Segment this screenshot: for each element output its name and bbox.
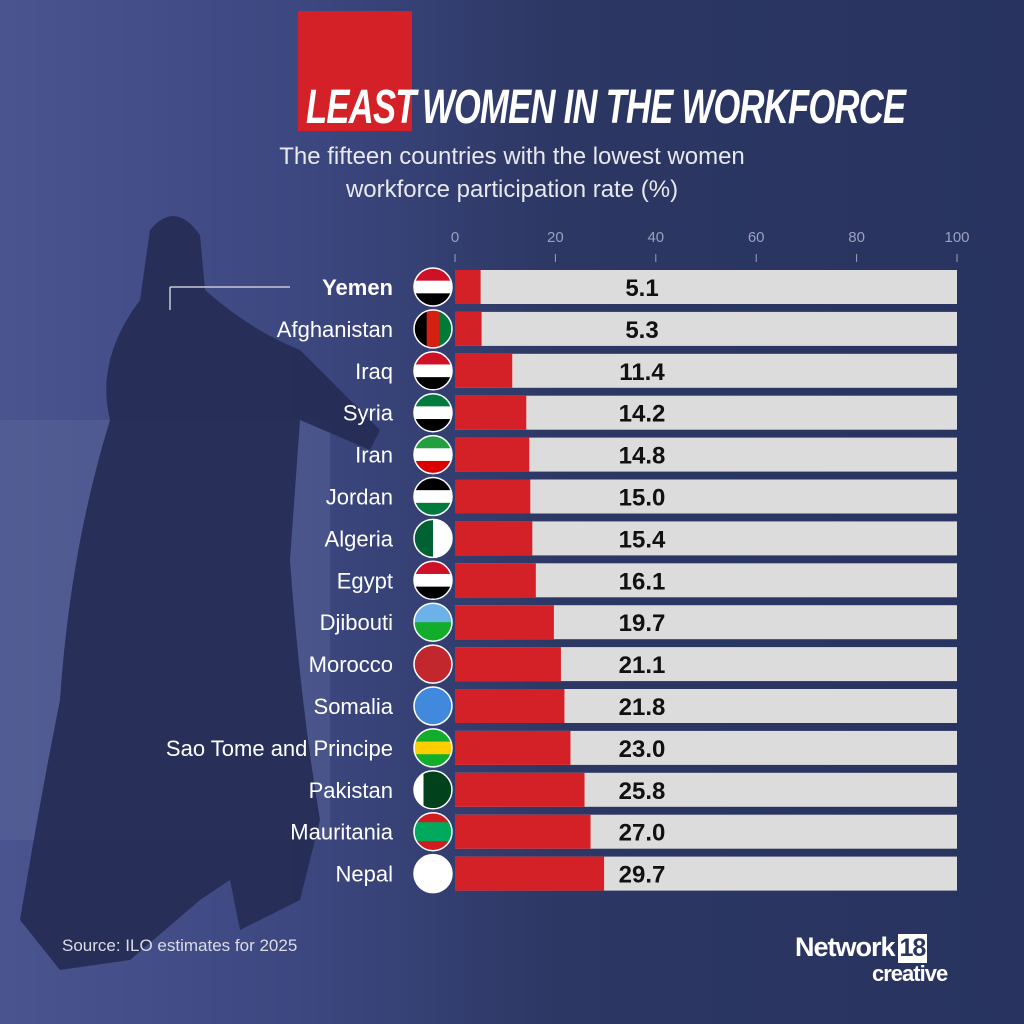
- title-highlight: LEAST: [306, 81, 416, 134]
- bar-row: Nepal 29.7: [336, 853, 957, 894]
- category-label: Mauritania: [290, 820, 393, 845]
- mauritania-flag-icon: [414, 812, 452, 851]
- bar-row: Sao Tome and Principe 23.0: [166, 728, 957, 768]
- bar: [455, 605, 554, 640]
- bar-row: Djibouti 19.7: [320, 602, 957, 642]
- category-label: Iraq: [355, 359, 393, 384]
- bar-track: [455, 479, 957, 514]
- bar: [455, 856, 605, 891]
- bar: [455, 772, 585, 807]
- value-label: 21.8: [619, 694, 666, 721]
- bar: [455, 814, 591, 849]
- value-label: 21.1: [619, 652, 666, 679]
- value-label: 15.4: [619, 526, 666, 553]
- value-label: 19.7: [619, 610, 666, 637]
- bar-row: Jordan 15.0: [326, 476, 957, 517]
- value-label: 14.2: [619, 401, 666, 428]
- x-tick-label: 20: [547, 229, 564, 246]
- value-label: 23.0: [619, 736, 666, 763]
- category-label: Nepal: [336, 862, 393, 887]
- logo-number: 18: [897, 934, 928, 963]
- subtitle-line2: workforce participation rate (%): [345, 176, 679, 203]
- bar-track: [455, 521, 957, 556]
- value-label: 16.1: [619, 568, 666, 595]
- value-label: 25.8: [619, 778, 666, 805]
- pakistan-flag-icon: [414, 770, 452, 809]
- value-label: 27.0: [619, 820, 666, 847]
- bar: [455, 437, 530, 472]
- bar-row: Afghanistan 5.3: [277, 309, 957, 349]
- bar-track: [455, 270, 957, 304]
- bar-row: Mauritania 27.0: [290, 811, 957, 852]
- x-tick-label: 100: [944, 229, 969, 246]
- category-label: Afghanistan: [277, 317, 393, 342]
- bar-row: Syria 14.2: [343, 392, 957, 433]
- category-label: Djibouti: [320, 610, 393, 635]
- bar: [455, 311, 482, 346]
- subtitle-line1: The fifteen countries with the lowest wo…: [279, 143, 745, 170]
- category-label: Jordan: [326, 485, 393, 510]
- bar-row: Pakistan 25.8: [309, 770, 957, 810]
- value-label: 14.8: [619, 443, 666, 470]
- category-label: Pakistan: [309, 778, 393, 803]
- bar: [455, 647, 561, 682]
- network18-logo: Network 18 creative: [795, 932, 948, 986]
- x-tick-label: 40: [647, 229, 664, 246]
- category-label: Sao Tome and Principe: [166, 736, 393, 761]
- djibouti-flag-icon: [414, 603, 452, 642]
- value-label: 5.1: [625, 275, 658, 302]
- bar-track: [455, 353, 957, 388]
- value-label: 5.3: [625, 317, 658, 344]
- category-label: Egypt: [337, 568, 393, 593]
- category-label: Yemen: [322, 275, 393, 300]
- source-note: Source: ILO estimates for 2025: [62, 936, 298, 955]
- bar: [455, 270, 481, 304]
- bar-row: Somalia 21.8: [314, 686, 957, 726]
- category-label: Syria: [343, 401, 394, 426]
- bar-row: Morocco 21.1: [309, 644, 957, 684]
- bar-track: [455, 311, 957, 346]
- bar-track: [455, 563, 957, 598]
- bar-row: Algeria 15.4: [325, 518, 957, 559]
- value-label: 29.7: [619, 862, 666, 889]
- bar-track: [455, 437, 957, 472]
- title-highlight-box: [298, 11, 412, 131]
- bar: [455, 730, 571, 765]
- value-label: 15.0: [619, 485, 666, 512]
- bar: [455, 563, 536, 598]
- bar-track: [455, 395, 957, 430]
- somalia-flag-icon: [414, 687, 452, 725]
- morocco-flag-icon: [414, 645, 452, 684]
- bar-row: Iraq 11.4: [355, 351, 957, 391]
- bar: [455, 479, 531, 514]
- category-label: Iran: [355, 443, 393, 468]
- bar-row: Iran 14.8: [355, 434, 957, 475]
- x-tick-label: 0: [451, 229, 459, 246]
- logo-sub: creative: [872, 961, 948, 986]
- algeria-flag-icon: [414, 519, 452, 558]
- category-label: Somalia: [314, 694, 394, 719]
- bar: [455, 689, 565, 723]
- nepal-flag-icon: [414, 854, 452, 893]
- x-tick-label: 80: [848, 229, 865, 246]
- bar: [455, 521, 533, 556]
- bar-row: Egypt 16.1: [337, 560, 957, 601]
- title: WOMEN IN THE WORKFORCE: [422, 81, 906, 134]
- category-label: Morocco: [309, 652, 393, 677]
- bar: [455, 395, 527, 430]
- category-label: Algeria: [325, 526, 394, 551]
- value-label: 11.4: [619, 359, 665, 386]
- bar-row: Yemen 5.1: [322, 267, 957, 307]
- x-tick-label: 60: [748, 229, 765, 246]
- logo-word: Network: [795, 932, 896, 962]
- bar: [455, 353, 513, 388]
